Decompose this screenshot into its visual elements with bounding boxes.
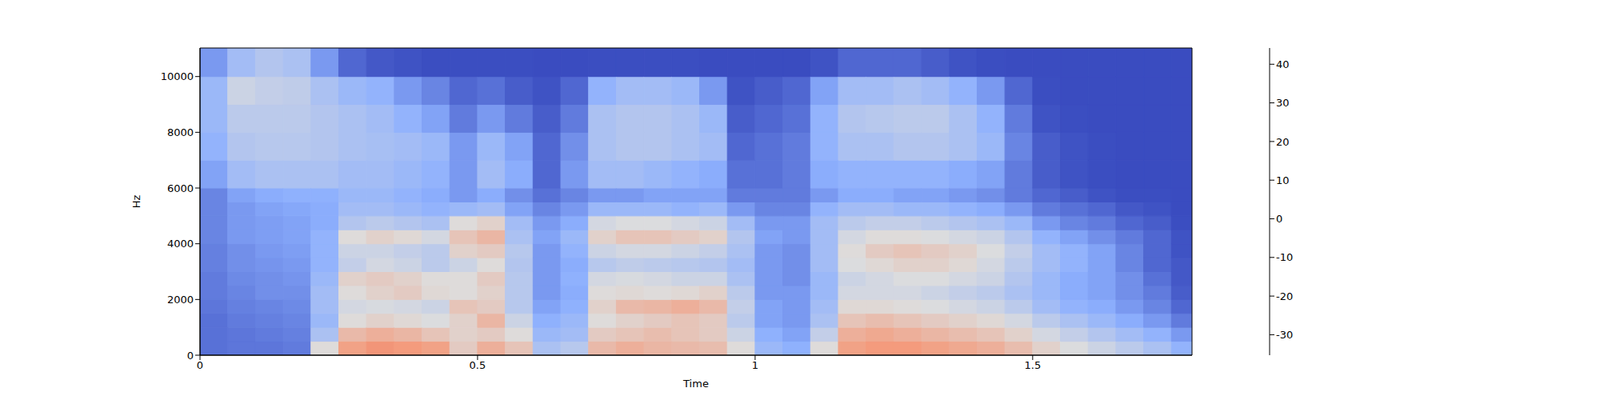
svg-text:0: 0 <box>196 359 204 372</box>
svg-text:6000: 6000 <box>167 182 194 195</box>
svg-text:20: 20 <box>1276 136 1290 148</box>
svg-text:8000: 8000 <box>167 126 194 139</box>
svg-text:40: 40 <box>1276 58 1290 71</box>
svg-text:2000: 2000 <box>167 293 194 306</box>
svg-text:-20: -20 <box>1276 290 1293 303</box>
svg-text:Time: Time <box>682 377 709 390</box>
svg-text:10000: 10000 <box>160 70 194 83</box>
svg-text:30: 30 <box>1276 96 1290 109</box>
svg-text:-10: -10 <box>1276 251 1293 264</box>
svg-text:Hz: Hz <box>130 195 143 209</box>
svg-text:-30: -30 <box>1276 328 1293 341</box>
svg-text:0: 0 <box>1276 212 1283 225</box>
svg-text:10: 10 <box>1276 174 1290 187</box>
svg-text:1.5: 1.5 <box>1024 359 1042 372</box>
svg-text:0.5: 0.5 <box>469 359 487 372</box>
svg-text:4000: 4000 <box>167 237 194 250</box>
svg-text:0: 0 <box>187 349 194 362</box>
svg-text:1: 1 <box>752 359 759 372</box>
